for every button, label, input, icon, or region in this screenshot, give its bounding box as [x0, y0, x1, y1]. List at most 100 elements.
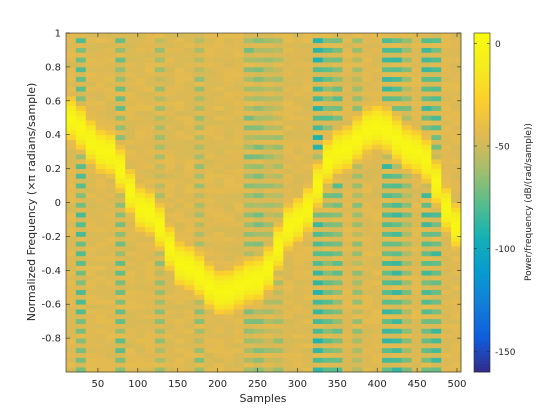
heatmap-cell [164, 81, 176, 87]
heatmap-cell [233, 134, 245, 140]
heatmap-cell [145, 86, 156, 92]
heatmap-cell [253, 47, 264, 53]
heatmap-cell [214, 158, 225, 165]
heatmap-cell [135, 173, 146, 179]
heatmap-cell [184, 37, 195, 44]
heatmap-cell [303, 304, 314, 310]
heatmap-cell [214, 250, 225, 257]
heatmap-cell [233, 125, 245, 131]
heatmap-cell [253, 134, 264, 140]
heatmap-cell [184, 168, 195, 174]
heatmap-cell [154, 275, 166, 281]
heatmap-cell [75, 289, 87, 295]
heatmap-cell [352, 163, 363, 169]
heatmap-cell [421, 192, 432, 199]
heatmap-cell [145, 62, 156, 68]
heatmap-cell [224, 367, 235, 373]
heatmap-cell [342, 342, 353, 349]
heatmap-cell [135, 362, 146, 368]
heatmap-cell [204, 158, 215, 165]
heatmap-cell [115, 236, 126, 242]
heatmap-cell [125, 163, 136, 169]
heatmap-cell [194, 95, 205, 102]
heatmap-cell [431, 352, 442, 358]
heatmap-cell [273, 134, 284, 140]
heatmap-cell [263, 33, 274, 39]
heatmap-cell [352, 221, 363, 228]
heatmap-cell [401, 183, 413, 189]
heatmap-cell [293, 168, 304, 174]
heatmap-cell [214, 304, 225, 310]
heatmap-cell [253, 328, 264, 334]
heatmap-cell [224, 323, 235, 329]
heatmap-cell [352, 71, 363, 77]
heatmap-cell [85, 91, 97, 97]
heatmap-cell [105, 105, 116, 111]
heatmap-cell [243, 154, 255, 160]
heatmap-cell [391, 333, 403, 339]
heatmap-cell [293, 250, 304, 257]
heatmap-cell [154, 91, 166, 97]
heatmap-cell [214, 333, 225, 339]
heatmap-cell [322, 318, 334, 324]
heatmap-cell [273, 357, 284, 363]
heatmap-cell [66, 236, 77, 242]
heatmap-cell [105, 115, 116, 121]
heatmap-cell [352, 95, 363, 102]
heatmap-cell [174, 100, 185, 107]
heatmap-cell [342, 168, 353, 174]
heatmap-cell [174, 318, 185, 324]
heatmap-cell [352, 47, 363, 53]
heatmap-cell [441, 95, 452, 102]
heatmap-cell [233, 42, 245, 48]
heatmap-cell [105, 76, 116, 82]
heatmap-cell [362, 149, 373, 155]
heatmap-cell [214, 47, 225, 53]
heatmap-cell [303, 47, 314, 53]
heatmap-cell [342, 260, 353, 266]
heatmap-cell [164, 294, 176, 300]
x-tick-label: 500 [447, 379, 466, 390]
heatmap-cell [194, 183, 205, 189]
heatmap-cell [214, 212, 225, 218]
heatmap-cell [312, 100, 324, 107]
heatmap-cell [322, 265, 334, 271]
heatmap-cell [194, 226, 205, 232]
colorbar-segment [474, 61, 490, 65]
heatmap-cell [233, 265, 245, 271]
heatmap-cell [421, 236, 432, 242]
heatmap-cell [273, 270, 284, 276]
heatmap-cell [154, 250, 166, 257]
heatmap-cell [332, 236, 343, 242]
heatmap-cell [66, 168, 77, 174]
heatmap-cell [411, 352, 422, 358]
heatmap-cell [293, 246, 304, 252]
colorbar-segment [474, 369, 490, 373]
heatmap-cell [66, 66, 77, 73]
heatmap-cell [194, 279, 205, 286]
heatmap-cell [401, 299, 413, 305]
heatmap-cell [66, 294, 77, 300]
colorbar-segment [474, 140, 490, 144]
heatmap-cell [184, 275, 195, 281]
heatmap-cell [243, 226, 255, 232]
heatmap-cell [283, 183, 294, 189]
heatmap-cell [411, 91, 422, 97]
heatmap-cell [85, 37, 97, 44]
heatmap-cell [85, 120, 97, 126]
heatmap-cell [224, 149, 235, 155]
heatmap-cell [85, 226, 97, 232]
heatmap-cell [372, 144, 383, 150]
heatmap-cell [233, 357, 245, 363]
heatmap-cell [154, 289, 166, 295]
heatmap-cell [174, 299, 185, 305]
heatmap-cell [451, 66, 462, 73]
colorbar-segment [474, 182, 490, 186]
heatmap-cell [362, 309, 373, 315]
heatmap-cell [66, 187, 77, 194]
heatmap-cell [214, 86, 225, 92]
heatmap-cell [224, 328, 235, 334]
heatmap-cell [382, 95, 393, 102]
heatmap-cell [125, 241, 136, 247]
heatmap-cell [303, 173, 314, 179]
